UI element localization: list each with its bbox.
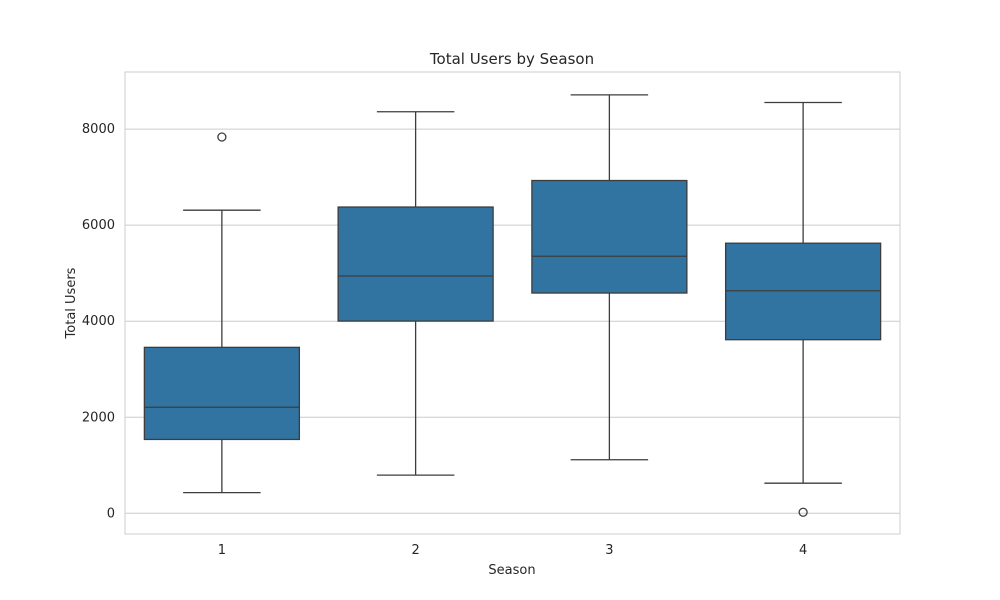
iqr-box bbox=[724, 242, 882, 341]
iqr-box bbox=[143, 346, 301, 441]
x-tick-label: 4 bbox=[799, 543, 807, 558]
x-tick-labels: 1 2 3 4 bbox=[218, 543, 808, 558]
box-season-1 bbox=[143, 132, 301, 494]
chart-title: Total Users by Season bbox=[429, 50, 594, 68]
iqr-box bbox=[531, 179, 688, 294]
y-tick-labels: 0 2000 4000 6000 8000 bbox=[82, 122, 115, 521]
y-tick-label: 6000 bbox=[82, 218, 115, 233]
x-tick-label: 1 bbox=[218, 543, 226, 558]
outlier-point bbox=[798, 507, 808, 517]
y-axis-label: Total Users bbox=[64, 267, 79, 339]
x-axis-label: Season bbox=[488, 563, 535, 578]
box-season-3 bbox=[531, 94, 688, 461]
x-tick-label: 2 bbox=[411, 543, 419, 558]
outlier-point bbox=[217, 132, 227, 142]
y-tick-label: 2000 bbox=[82, 410, 115, 425]
iqr-box bbox=[337, 206, 494, 322]
x-tick-label: 3 bbox=[605, 543, 613, 558]
boxes bbox=[143, 94, 882, 517]
y-tick-label: 0 bbox=[107, 506, 115, 521]
plot-area-frame bbox=[124, 71, 901, 535]
box-season-2 bbox=[337, 111, 494, 476]
y-tick-label: 8000 bbox=[82, 122, 115, 137]
box-season-4 bbox=[724, 101, 882, 517]
y-tick-label: 4000 bbox=[82, 314, 115, 329]
